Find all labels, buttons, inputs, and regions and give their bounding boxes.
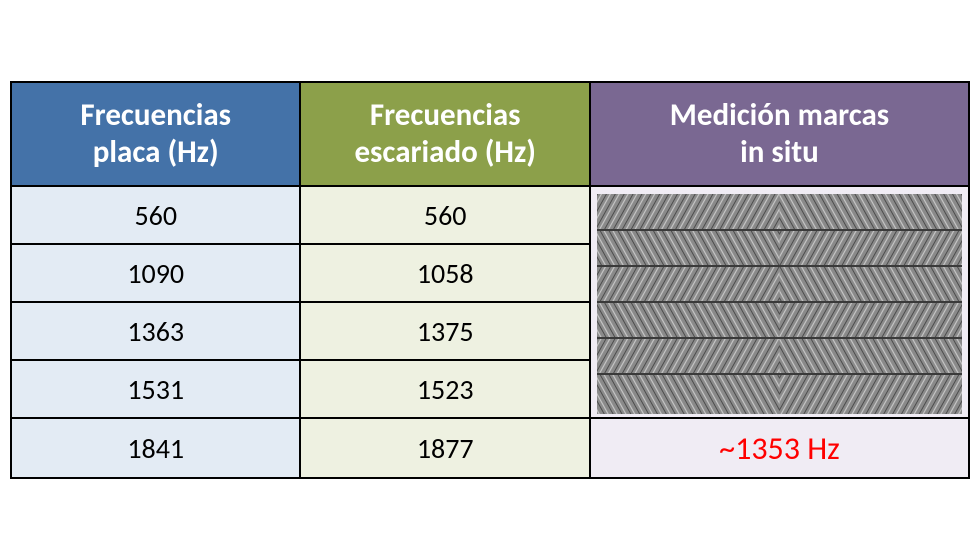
insitu-image-cell	[590, 186, 969, 418]
cell-escariado-4: 1877	[300, 418, 589, 478]
insitu-measured-cell: ~1353 Hz	[590, 418, 969, 478]
header-escariado-line1: Frecuencias	[301, 97, 588, 134]
cell-placa-3: 1531	[11, 360, 300, 418]
header-placa-line1: Frecuencias	[12, 97, 299, 134]
cell-escariado-3: 1523	[300, 360, 589, 418]
header-placa: Frecuencias placa (Hz)	[11, 82, 300, 186]
frequency-comparison-table: Frecuencias placa (Hz) Frecuencias escar…	[10, 81, 970, 479]
header-insitu: Medición marcas in situ	[590, 82, 969, 186]
cell-placa-1: 1090	[11, 244, 300, 302]
machined-surface-image	[591, 190, 968, 414]
header-escariado-line2: escariado (Hz)	[301, 134, 588, 171]
header-insitu-line2: in situ	[591, 134, 968, 171]
cell-escariado-1: 1058	[300, 244, 589, 302]
cell-placa-2: 1363	[11, 302, 300, 360]
header-escariado: Frecuencias escariado (Hz)	[300, 82, 589, 186]
table-row: 560 560	[11, 186, 969, 244]
chatter-marks-texture	[597, 194, 962, 414]
header-insitu-line1: Medición marcas	[591, 97, 968, 134]
header-placa-line2: placa (Hz)	[12, 134, 299, 171]
cell-placa-0: 560	[11, 186, 300, 244]
cell-placa-4: 1841	[11, 418, 300, 478]
table-row: 1841 1877 ~1353 Hz	[11, 418, 969, 478]
header-row: Frecuencias placa (Hz) Frecuencias escar…	[11, 82, 969, 186]
cell-escariado-2: 1375	[300, 302, 589, 360]
cell-escariado-0: 560	[300, 186, 589, 244]
insitu-measured-value: ~1353 Hz	[591, 419, 968, 477]
